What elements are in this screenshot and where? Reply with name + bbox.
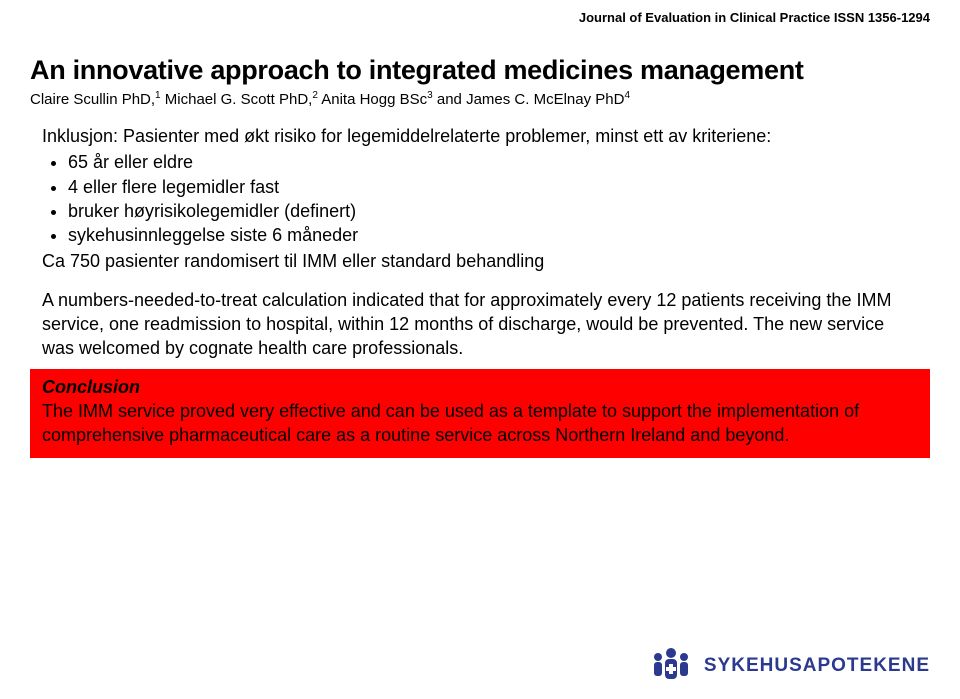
- list-item: bruker høyrisikolegemidler (definert): [68, 199, 918, 223]
- conclusion-head: Conclusion: [42, 375, 918, 399]
- logo-text: SYKEHUSAPOTEKENE: [704, 655, 930, 677]
- inclusion-criteria-box: Inklusjon: Pasienter med økt risiko for …: [30, 122, 930, 282]
- randomised-line: Ca 750 pasienter randomisert til IMM ell…: [42, 249, 918, 273]
- journal-header: Journal of Evaluation in Clinical Practi…: [0, 0, 960, 25]
- inclusion-lead: Inklusjon: Pasienter med økt risiko for …: [42, 124, 918, 148]
- list-item: 4 eller flere legemidler fast: [68, 175, 918, 199]
- logo-icon: [648, 647, 694, 685]
- authors-line: Claire Scullin PhD,1 Michael G. Scott Ph…: [0, 90, 960, 122]
- nnt-box: A numbers-needed-to-treat calculation in…: [30, 282, 930, 369]
- inclusion-list: 65 år eller eldre 4 eller flere legemidl…: [42, 150, 918, 247]
- list-item: 65 år eller eldre: [68, 150, 918, 174]
- paper-title: An innovative approach to integrated med…: [0, 25, 960, 90]
- conclusion-box: Conclusion The IMM service proved very e…: [30, 369, 930, 458]
- logo: SYKEHUSAPOTEKENE: [648, 647, 930, 685]
- list-item: sykehusinnleggelse siste 6 måneder: [68, 223, 918, 247]
- conclusion-body: The IMM service proved very effective an…: [42, 399, 918, 448]
